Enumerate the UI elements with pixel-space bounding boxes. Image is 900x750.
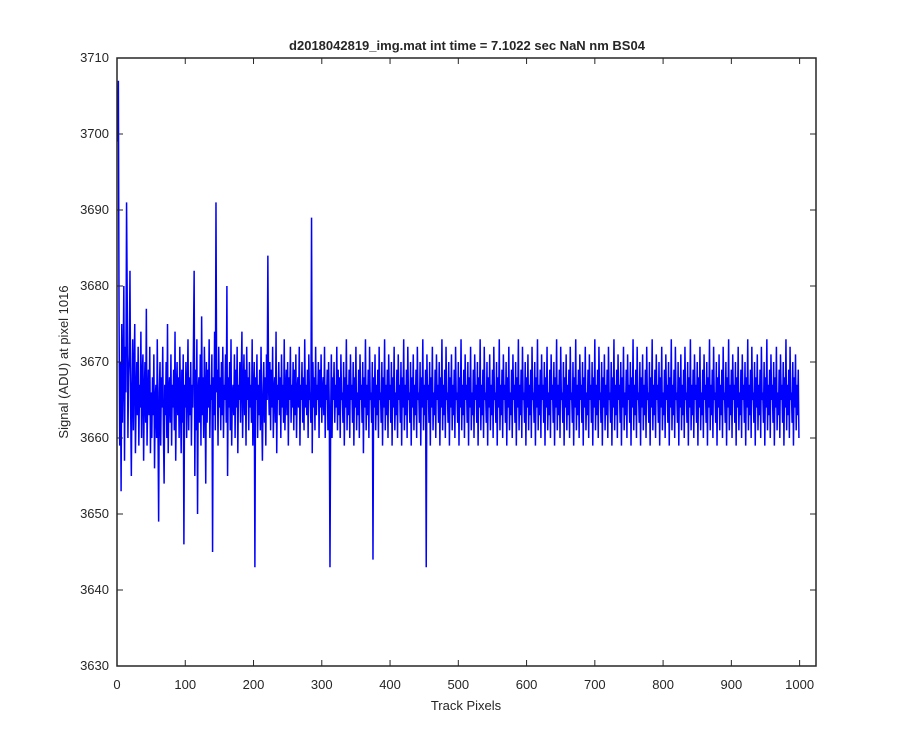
x-axis-ticks: 0 100 200 300 400 500 600 700 800 900 1000: [113, 58, 814, 692]
x-tick-label: 600: [516, 677, 538, 692]
y-tick-label: 3650: [80, 506, 109, 521]
y-tick-label: 3710: [80, 50, 109, 65]
y-tick-label: 3660: [80, 430, 109, 445]
x-tick-label: 100: [174, 677, 196, 692]
series-group: [116, 80, 800, 568]
y-tick-label: 3640: [80, 582, 109, 597]
x-tick-label: 300: [311, 677, 333, 692]
x-tick-label: 1000: [785, 677, 814, 692]
x-tick-label: 700: [584, 677, 606, 692]
y-tick-label: 3690: [80, 202, 109, 217]
y-tick-label: 3680: [80, 278, 109, 293]
series-line: [116, 80, 800, 568]
y-tick-label: 3700: [80, 126, 109, 141]
chart-title: d2018042819_img.mat int time = 7.1022 se…: [289, 38, 646, 53]
x-tick-label: 0: [113, 677, 120, 692]
x-tick-label: 800: [652, 677, 674, 692]
x-axis-label: Track Pixels: [431, 698, 502, 713]
x-tick-label: 500: [447, 677, 469, 692]
y-tick-label: 3630: [80, 658, 109, 673]
y-tick-label: 3670: [80, 354, 109, 369]
x-tick-label: 900: [721, 677, 743, 692]
x-tick-label: 400: [379, 677, 401, 692]
x-tick-label: 200: [243, 677, 265, 692]
y-axis-ticks: 3630 3640 3650 3660 3670 3680 3690 3700 3710: [80, 50, 816, 673]
y-axis-label: Signal (ADU) at pixel 1016: [56, 285, 71, 438]
